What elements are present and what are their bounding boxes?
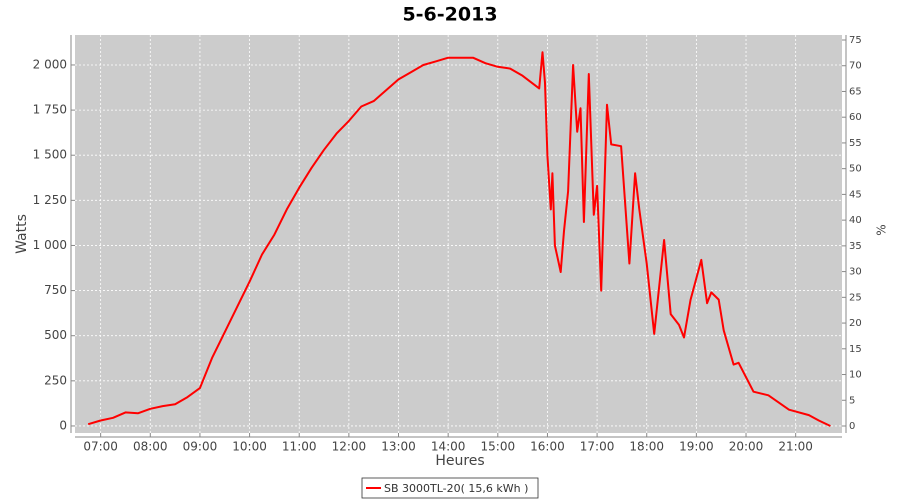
y-axis-label: Watts	[14, 214, 30, 254]
x-tick-label: 14:00	[431, 440, 466, 454]
y-tick-label: 2 000	[33, 57, 67, 71]
y-tick-label: 750	[44, 283, 67, 297]
x-tick-label: 10:00	[232, 440, 267, 454]
x-tick-label: 09:00	[183, 440, 218, 454]
x-tick-label: 15:00	[481, 440, 516, 454]
y2-tick-label: 15	[849, 344, 862, 355]
legend-box	[361, 477, 539, 499]
x-tick-label: 12:00	[332, 440, 367, 454]
y2-tick-label: 55	[849, 138, 862, 149]
y2-tick-label: 45	[849, 189, 862, 200]
x-axis-label: Heures	[435, 453, 484, 469]
y-tick-label: 1 750	[33, 103, 67, 117]
plot-area	[75, 35, 842, 433]
y2-tick-label: 25	[849, 292, 862, 303]
y2-tick-label: 5	[849, 395, 855, 406]
y2-tick-label: 65	[849, 86, 862, 97]
x-tick-label: 18:00	[629, 440, 664, 454]
x-tick-label: 19:00	[679, 440, 714, 454]
x-tick-label: 07:00	[83, 440, 118, 454]
x-tick-label: 11:00	[282, 440, 317, 454]
x-tick-label: 13:00	[381, 440, 416, 454]
y-tick-label: 1 250	[33, 193, 67, 207]
y2-axis-label: %	[875, 224, 889, 235]
y-tick-label: 0	[59, 418, 67, 432]
y-tick-label: 1 000	[33, 238, 67, 252]
x-tick-label: 08:00	[133, 440, 168, 454]
y-tick-label: 250	[44, 373, 67, 387]
legend-label: SB 3000TL-20( 15,6 kWh )	[384, 482, 528, 495]
y2-tick-label: 40	[849, 215, 862, 226]
y2-tick-label: 60	[849, 112, 862, 123]
y2-tick-label: 75	[849, 35, 862, 46]
y2-tick-label: 35	[849, 241, 862, 252]
y-tick-label: 500	[44, 328, 67, 342]
series-line	[87, 51, 831, 427]
x-tick-label: 16:00	[530, 440, 565, 454]
y2-tick-label: 30	[849, 267, 862, 278]
x-tick-label: 20:00	[729, 440, 764, 454]
x-tick-label: 21:00	[778, 440, 813, 454]
y2-tick-label: 50	[849, 164, 862, 175]
x-tick-label: 17:00	[580, 440, 615, 454]
y2-tick-label: 70	[849, 61, 862, 72]
y2-tick-label: 10	[849, 370, 862, 381]
y2-tick-label: 0	[849, 421, 855, 432]
y-tick-label: 1 500	[33, 148, 67, 162]
chart-title: 5-6-2013	[402, 4, 497, 26]
y2-tick-label: 20	[849, 318, 862, 329]
